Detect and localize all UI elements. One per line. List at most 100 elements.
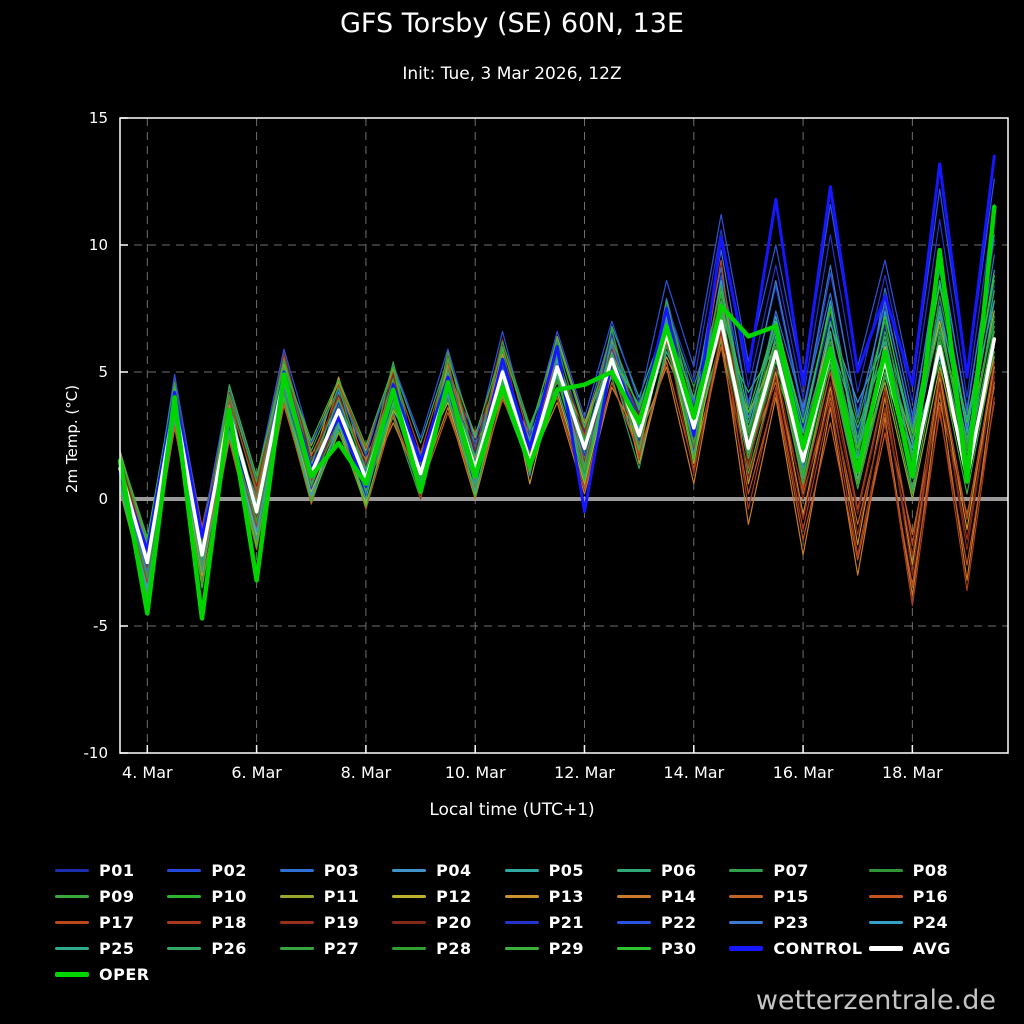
legend-swatch-p21	[504, 921, 539, 924]
legend-item-p21: P21	[504, 912, 611, 933]
series-p08	[119, 280, 995, 561]
legend-item-p30: P30	[616, 938, 723, 959]
x-tick-label: 8. Mar	[341, 763, 392, 782]
legend-label: P09	[99, 887, 135, 906]
legend-label: P29	[548, 939, 585, 958]
legend-label: P07	[773, 861, 809, 880]
legend-swatch-p15	[729, 895, 764, 898]
plot-frame	[119, 117, 1009, 754]
legend-label: P14	[660, 887, 697, 906]
x-tick-label: 6. Mar	[231, 763, 282, 782]
legend-swatch-p23	[729, 921, 764, 924]
legend-label: P17	[99, 913, 135, 932]
legend-item-p29: P29	[504, 938, 611, 959]
legend-label: AVG	[912, 939, 951, 958]
legend-label: P10	[211, 887, 247, 906]
legend-label: P18	[211, 913, 247, 932]
y-tick-label: 0	[98, 490, 108, 508]
legend-item-p08: P08	[868, 860, 975, 881]
legend-label: P11	[323, 887, 360, 906]
legend-item-p10: P10	[167, 886, 273, 907]
legend-swatch-p05	[504, 869, 539, 872]
y-tick-label: -5	[93, 617, 108, 635]
legend-label: P20	[436, 913, 472, 932]
legend-swatch-p27	[279, 947, 314, 950]
legend-item-control: CONTROL	[729, 938, 862, 959]
legend-label: P28	[436, 939, 472, 958]
legend-item-p25: P25	[55, 938, 161, 959]
legend-item-p03: P03	[279, 860, 386, 881]
legend-swatch-p25	[55, 947, 89, 950]
legend-label: P13	[548, 887, 585, 906]
legend-item-p02: P02	[167, 860, 273, 881]
legend-item-p11: P11	[279, 886, 386, 907]
legend-item-p24: P24	[868, 912, 975, 933]
legend-swatch-p30	[616, 947, 651, 950]
legend-swatch-p22	[616, 921, 651, 924]
y-tick-label: -10	[84, 744, 109, 762]
legend-label: P16	[912, 887, 949, 906]
ensemble-chart-canvas: -10 -5 0 5 10 15 4. Mar 6. Mar 8. Mar 10. Mar 12. …	[84, 109, 1009, 782]
legend-swatch-p14	[616, 895, 651, 898]
legend-item-p19: P19	[279, 912, 386, 933]
legend-swatch-p16	[868, 895, 903, 898]
legend-label: P26	[211, 939, 247, 958]
legend-swatch-p13	[504, 895, 539, 898]
y-tick-label: 10	[89, 236, 108, 254]
legend-label: P30	[660, 939, 697, 958]
legend-label: P19	[323, 913, 360, 932]
chart-subtitle: Init: Tue, 3 Mar 2026, 12Z	[402, 64, 622, 84]
legend-swatch-p02	[167, 869, 202, 872]
legend-swatch-p20	[392, 921, 427, 924]
legend: P01 P02 P03 P04 P05 P06 P07 P08 P09 P10 P11 P12 P13 P…	[55, 860, 975, 985]
legend-label: P22	[660, 913, 697, 932]
chart-area: -10 -5 0 5 10 15 4. Mar 6. Mar 8. Mar 10. Mar 12. …	[0, 100, 1024, 800]
legend-item-p22: P22	[616, 912, 723, 933]
x-tick-label: 4. Mar	[122, 763, 173, 782]
legend-item-p14: P14	[616, 886, 723, 907]
legend-label: CONTROL	[773, 939, 863, 958]
legend-swatch-avg	[868, 946, 903, 951]
legend-label: P05	[548, 861, 585, 880]
legend-swatch-p01	[55, 869, 89, 872]
legend-swatch-p09	[55, 895, 89, 898]
legend-label: P03	[323, 861, 360, 880]
series-p29	[119, 305, 995, 558]
legend-swatch-control	[729, 946, 764, 951]
legend-item-oper: OPER	[55, 964, 161, 985]
y-axis-label: 2m Temp. (°C)	[63, 384, 81, 494]
legend-label: P15	[773, 887, 809, 906]
y-tick-label: 15	[89, 109, 108, 127]
legend-item-p12: P12	[392, 886, 498, 907]
legend-label: OPER	[99, 965, 150, 984]
legend-swatch-p08	[868, 869, 903, 872]
legend-swatch-p04	[392, 869, 427, 872]
x-tick-label: 10. Mar	[445, 763, 506, 782]
legend-label: P23	[773, 913, 809, 932]
legend-item-p27: P27	[279, 938, 386, 959]
legend-item-p26: P26	[167, 938, 273, 959]
y-tick-label: 5	[98, 363, 108, 381]
legend-item-p09: P09	[55, 886, 161, 907]
legend-item-p17: P17	[55, 912, 161, 933]
chart-title: GFS Torsby (SE) 60N, 13E	[340, 8, 684, 39]
legend-swatch-p18	[167, 921, 202, 924]
legend-swatch-p17	[55, 921, 89, 924]
legend-label: P27	[323, 939, 360, 958]
legend-item-p05: P05	[504, 860, 611, 881]
legend-item-p16: P16	[868, 886, 975, 907]
legend-label: P12	[436, 887, 472, 906]
legend-item-p04: P04	[392, 860, 498, 881]
legend-item-p15: P15	[729, 886, 862, 907]
legend-label: P24	[912, 913, 949, 932]
legend-label: P01	[99, 861, 135, 880]
legend-item-p28: P28	[392, 938, 498, 959]
legend-swatch-p19	[279, 921, 314, 924]
legend-swatch-p24	[868, 921, 903, 924]
legend-item-p20: P20	[392, 912, 498, 933]
legend-label: P06	[660, 861, 697, 880]
legend-swatch-p11	[279, 895, 314, 898]
legend-swatch-p29	[504, 947, 539, 950]
legend-item-p01: P01	[55, 860, 161, 881]
